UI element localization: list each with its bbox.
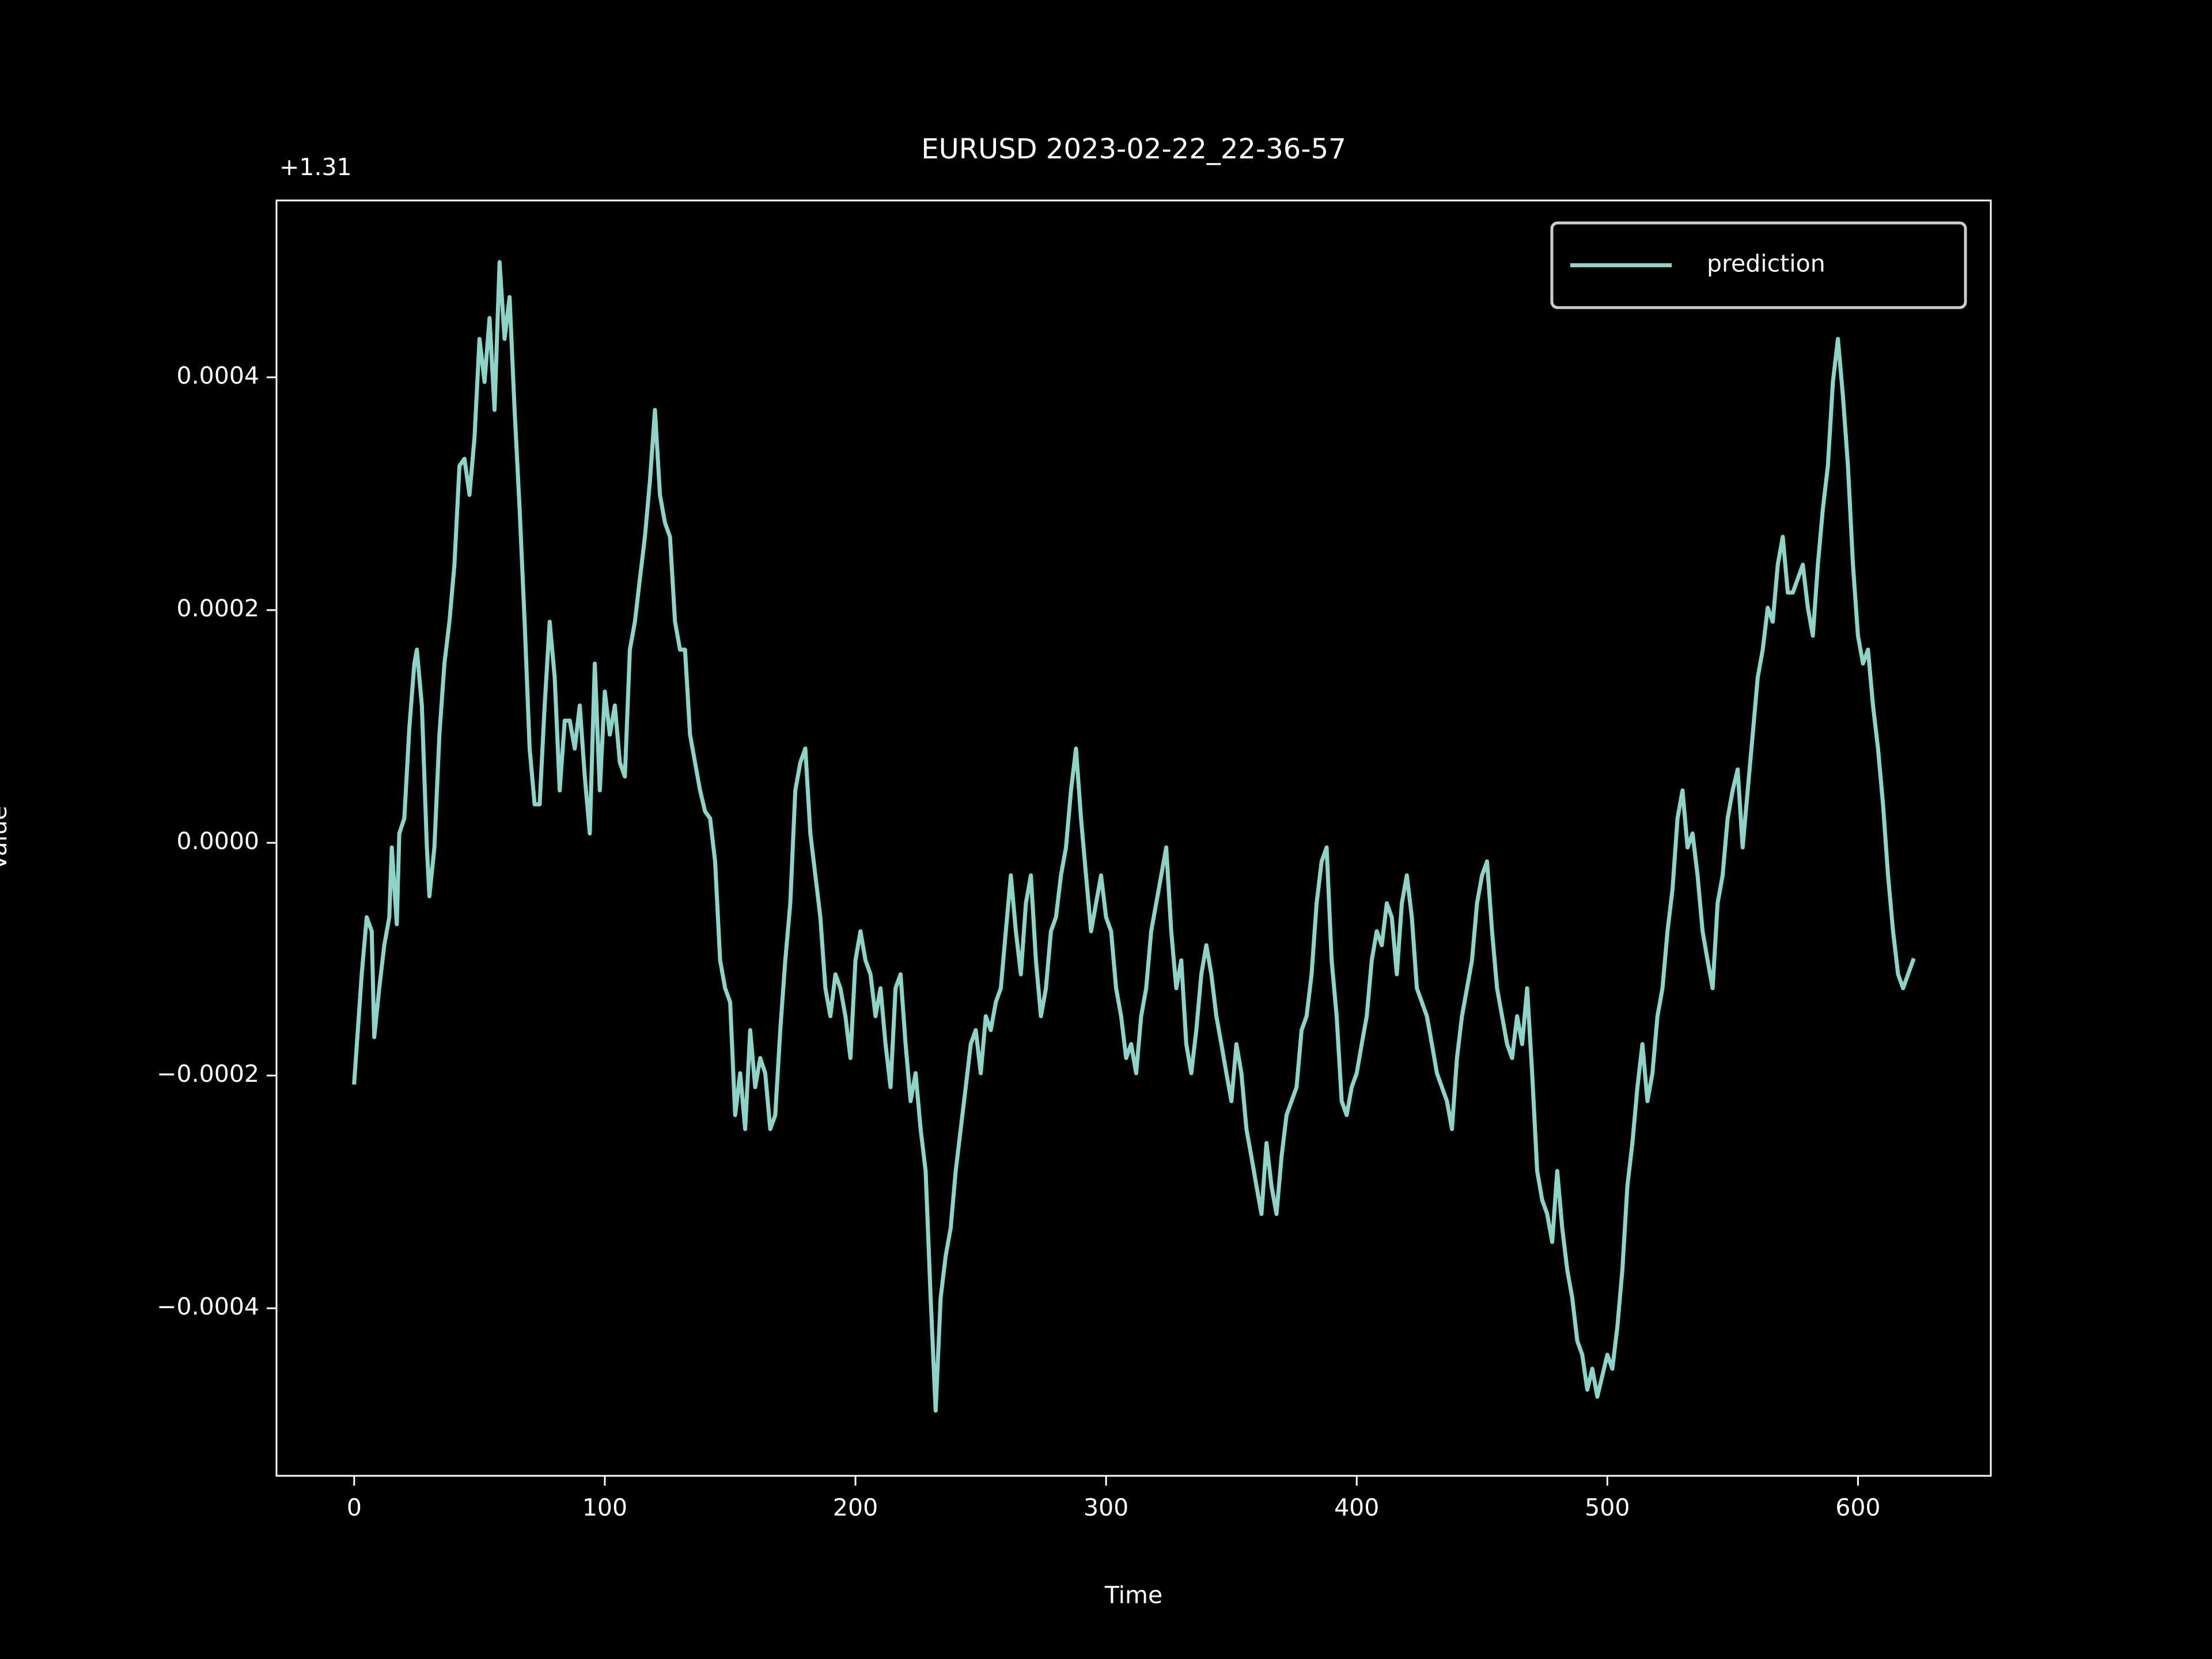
- x-tick-label: 0: [347, 1494, 362, 1521]
- x-tick-label: 300: [1084, 1494, 1128, 1521]
- y-tick-label: 0.0000: [177, 827, 259, 855]
- x-axis-label: Time: [1104, 1581, 1162, 1609]
- y-axis-label: Value: [0, 806, 12, 871]
- y-tick-label: −0.0004: [157, 1293, 259, 1320]
- legend-box: [1550, 221, 1967, 309]
- chart-title: EURUSD 2023-02-22_22-36-57: [921, 133, 1346, 165]
- x-tick-label: 400: [1334, 1494, 1379, 1521]
- y-tick-label: 0.0004: [177, 362, 259, 389]
- axes-frame: [275, 199, 1992, 1477]
- x-tick-label: 200: [833, 1494, 878, 1521]
- data-line: [352, 260, 1916, 1413]
- x-tick-label: 100: [582, 1494, 627, 1521]
- x-tick-label: 500: [1585, 1494, 1630, 1521]
- legend-label: prediction: [1707, 250, 1825, 278]
- y-tick-label: −0.0002: [157, 1060, 259, 1088]
- y-tick-label: 0.0002: [177, 594, 259, 622]
- y-offset-label: +1.31: [279, 153, 352, 181]
- x-tick-label: 600: [1835, 1494, 1880, 1521]
